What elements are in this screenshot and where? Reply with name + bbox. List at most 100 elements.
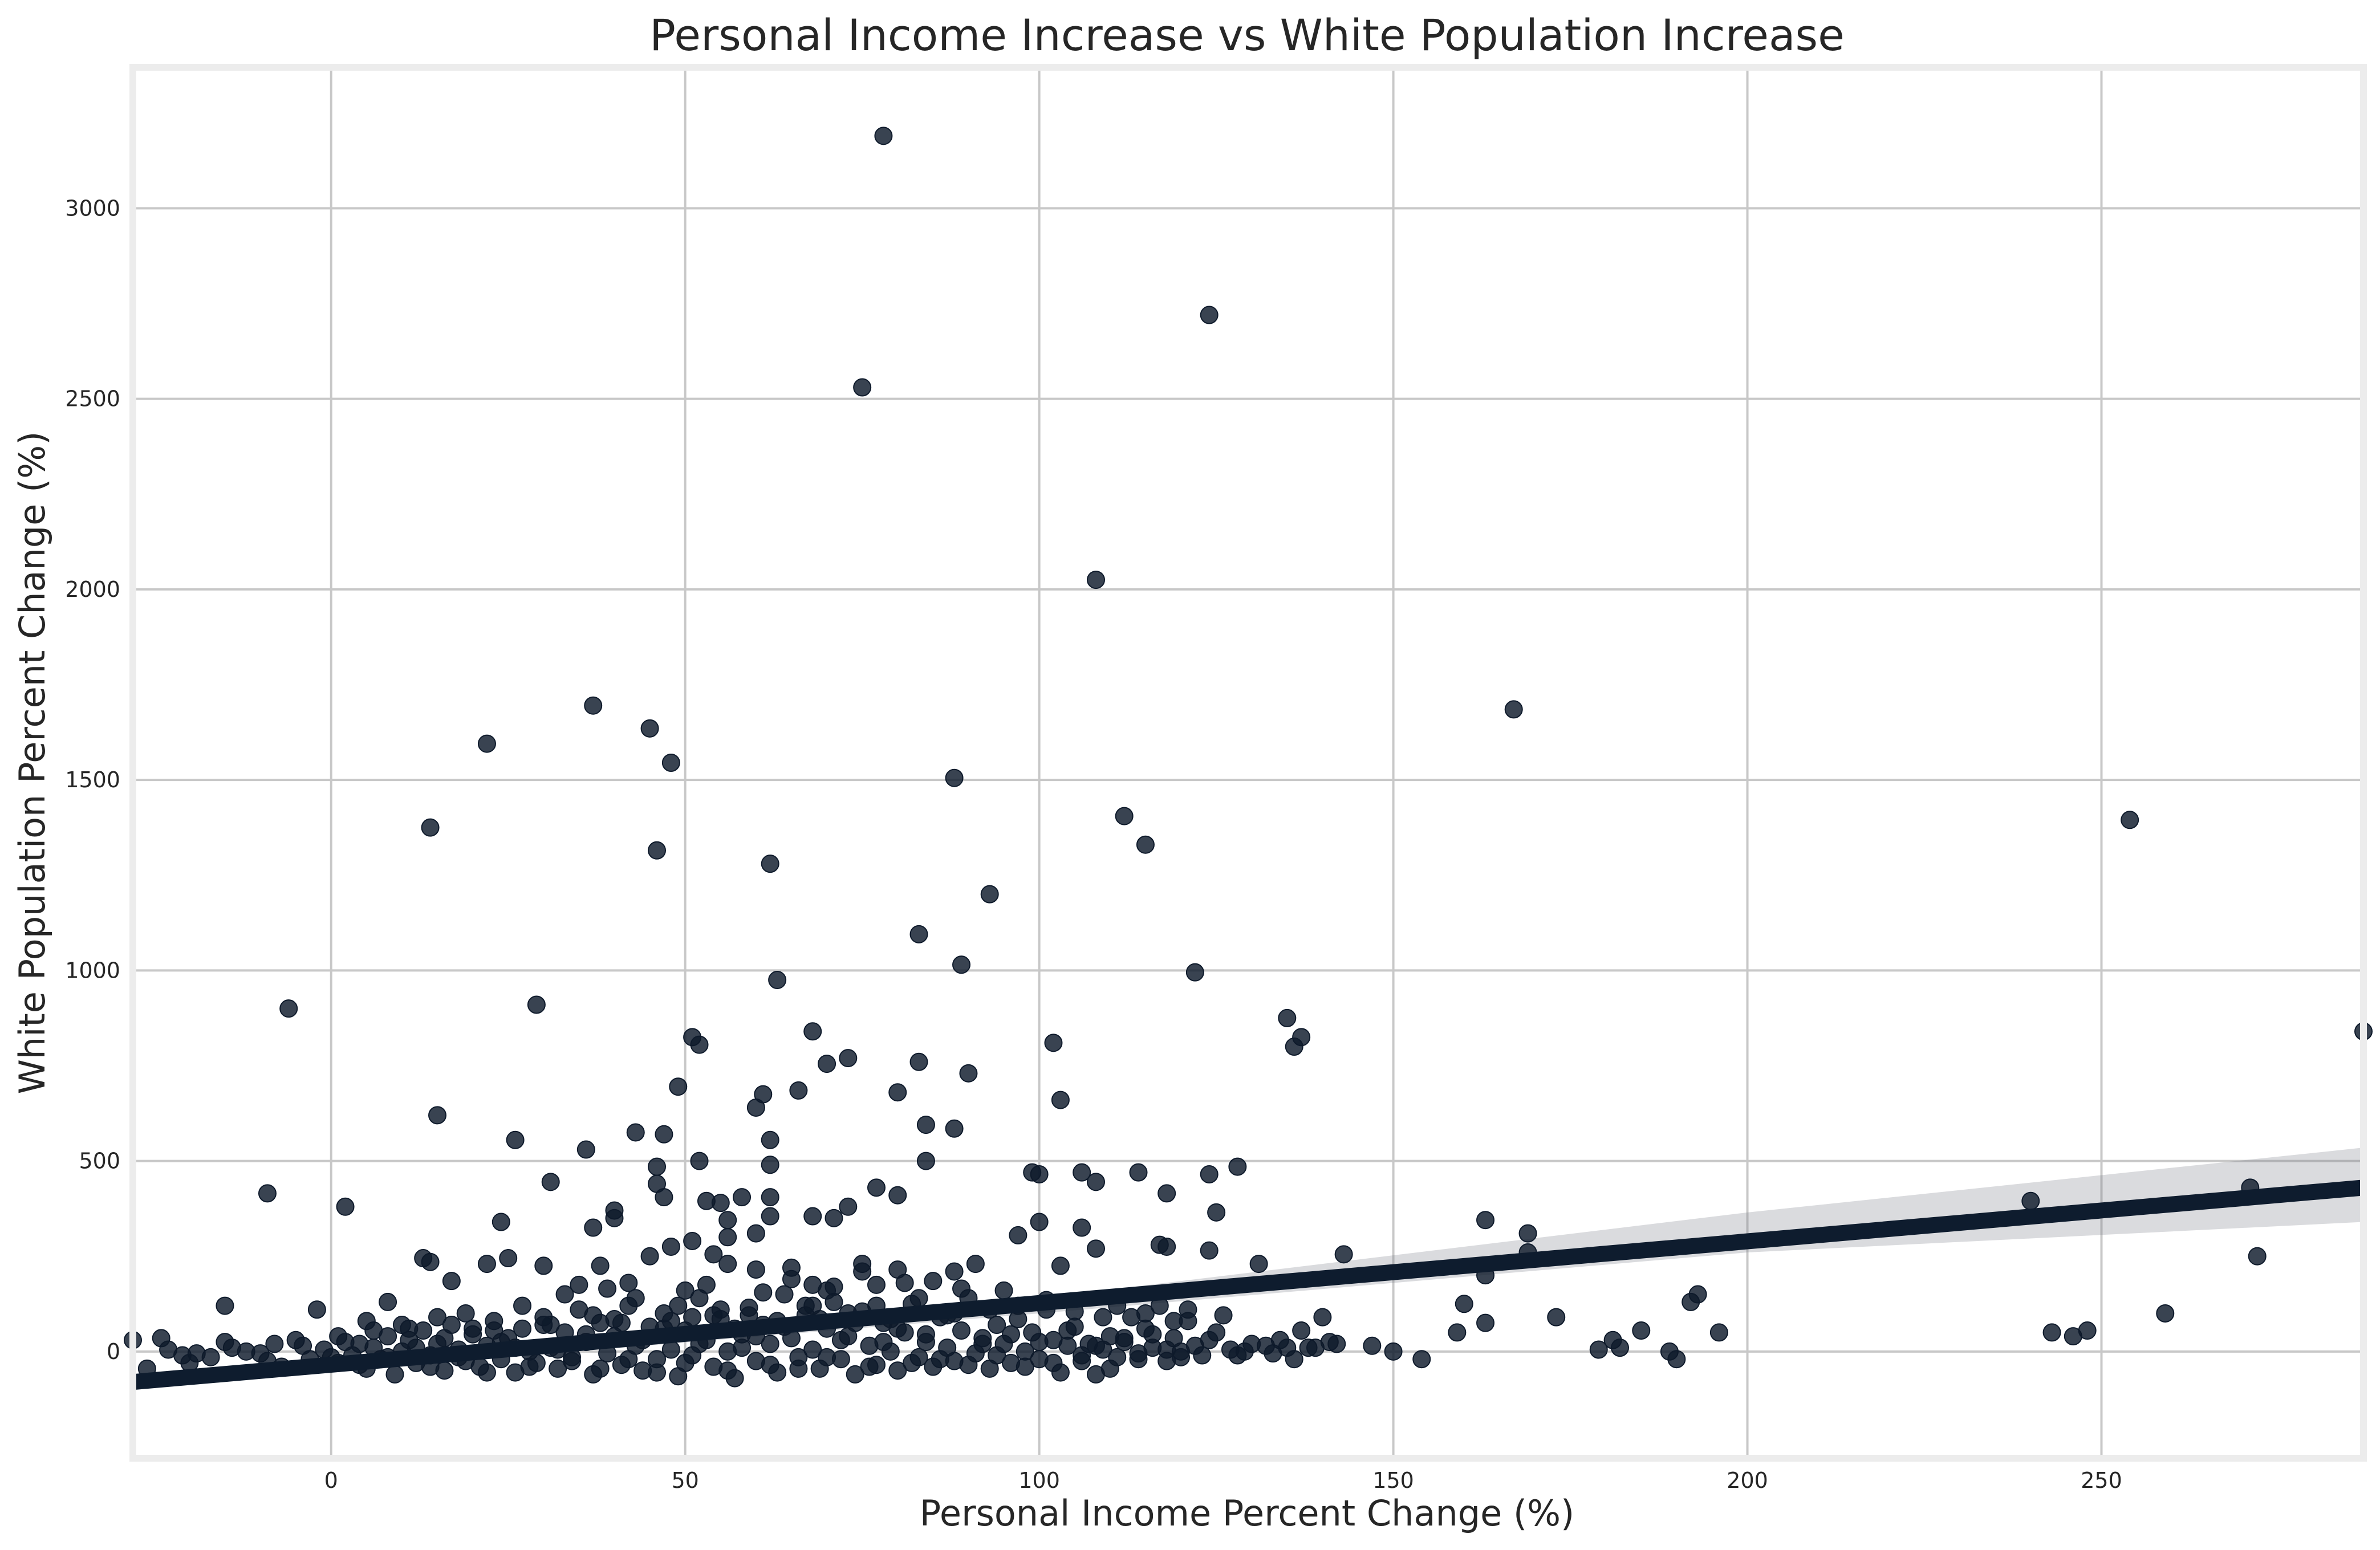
- data-point: [527, 995, 546, 1014]
- data-point: [648, 841, 667, 860]
- data-point: [803, 1207, 822, 1226]
- data-point: [1455, 1295, 1473, 1313]
- y-tick-label: 1000: [65, 958, 120, 983]
- data-point: [477, 1255, 496, 1274]
- data-point: [1115, 807, 1134, 825]
- data-point: [683, 1231, 702, 1250]
- data-point: [1709, 1323, 1728, 1342]
- data-point: [676, 1281, 694, 1300]
- data-point: [761, 1207, 779, 1226]
- data-point: [661, 754, 680, 772]
- data-point: [428, 1106, 447, 1125]
- x-tick-label: 250: [2081, 1468, 2122, 1493]
- data-point: [584, 1306, 603, 1325]
- data-point: [994, 1281, 1013, 1300]
- data-point: [506, 1130, 525, 1149]
- confidence-band: [133, 1148, 2363, 1388]
- data-point: [1313, 1308, 1332, 1327]
- data-point: [803, 1022, 822, 1041]
- data-point: [1200, 1241, 1219, 1260]
- data-point: [612, 1313, 631, 1332]
- y-tick-label: 3000: [65, 196, 120, 221]
- data-point: [945, 1262, 964, 1281]
- data-point: [789, 1359, 808, 1378]
- data-point: [1129, 1163, 1148, 1182]
- data-point: [1164, 1312, 1183, 1331]
- data-point: [1001, 1325, 1020, 1344]
- data-point: [640, 719, 659, 738]
- data-point: [2021, 1191, 2040, 1210]
- data-point: [867, 1275, 886, 1294]
- data-point: [216, 1333, 234, 1352]
- data-point: [761, 1130, 779, 1149]
- data-point: [591, 1256, 610, 1275]
- data-point: [1476, 1211, 1495, 1230]
- data-point: [336, 1333, 355, 1352]
- data-point: [1030, 1333, 1049, 1352]
- data-point: [761, 855, 779, 873]
- data-point: [1136, 835, 1155, 854]
- y-tick-label: 0: [107, 1339, 120, 1364]
- data-point: [718, 1211, 737, 1230]
- data-point: [1086, 1239, 1105, 1258]
- data-point: [1073, 1218, 1091, 1237]
- data-point: [839, 1049, 858, 1068]
- data-point: [888, 1361, 907, 1380]
- data-point: [1009, 1226, 1027, 1244]
- data-point: [1200, 1165, 1219, 1183]
- data-point: [909, 1052, 928, 1071]
- data-point: [655, 1188, 673, 1207]
- data-point: [1172, 1348, 1191, 1366]
- data-point: [959, 1356, 978, 1374]
- data-point: [1086, 1336, 1105, 1355]
- data-point: [435, 1329, 454, 1348]
- data-point: [661, 1237, 680, 1256]
- data-point: [733, 1339, 752, 1357]
- data-point: [2248, 1247, 2267, 1266]
- regression-line: [132, 1179, 2365, 1390]
- data-point: [648, 1363, 667, 1382]
- data-point: [1200, 306, 1219, 324]
- data-point: [1363, 1336, 1382, 1355]
- data-point: [818, 1055, 836, 1073]
- data-point: [775, 1285, 794, 1304]
- data-point: [1086, 1173, 1105, 1191]
- data-point: [1448, 1323, 1467, 1342]
- data-point: [1285, 1038, 1303, 1056]
- data-point: [704, 1245, 723, 1264]
- data-point: [796, 1296, 815, 1315]
- data-point: [803, 1340, 822, 1359]
- data-point: [916, 1325, 935, 1344]
- data-point: [477, 734, 496, 753]
- plot-frame: [129, 64, 2367, 1462]
- data-point: [1518, 1224, 1537, 1243]
- data-point: [1023, 1163, 1042, 1182]
- chart-title: Personal Income Increase vs White Popula…: [649, 10, 1845, 60]
- data-point: [782, 1270, 801, 1288]
- data-point: [1143, 1325, 1162, 1344]
- data-point: [1016, 1357, 1034, 1376]
- data-point: [499, 1249, 518, 1268]
- data-point: [669, 1296, 688, 1315]
- data-point: [576, 1140, 595, 1159]
- data-point: [513, 1296, 532, 1315]
- data-point: [916, 1116, 935, 1134]
- data-point: [570, 1275, 588, 1294]
- data-point: [746, 1098, 765, 1117]
- data-point: [697, 1275, 716, 1294]
- data-point: [1504, 700, 1523, 719]
- data-point: [1682, 1292, 1700, 1311]
- data-point: [1157, 1340, 1176, 1359]
- x-tick-label: 100: [1018, 1468, 1060, 1493]
- data-point: [1086, 571, 1105, 589]
- data-point: [839, 1197, 858, 1216]
- data-point: [846, 1365, 864, 1384]
- y-tick-label: 2000: [65, 577, 120, 602]
- data-point: [1185, 963, 1204, 982]
- data-point: [584, 696, 603, 715]
- x-tick-label: 50: [672, 1468, 699, 1493]
- data-point: [669, 1077, 688, 1096]
- data-point: [952, 1279, 971, 1298]
